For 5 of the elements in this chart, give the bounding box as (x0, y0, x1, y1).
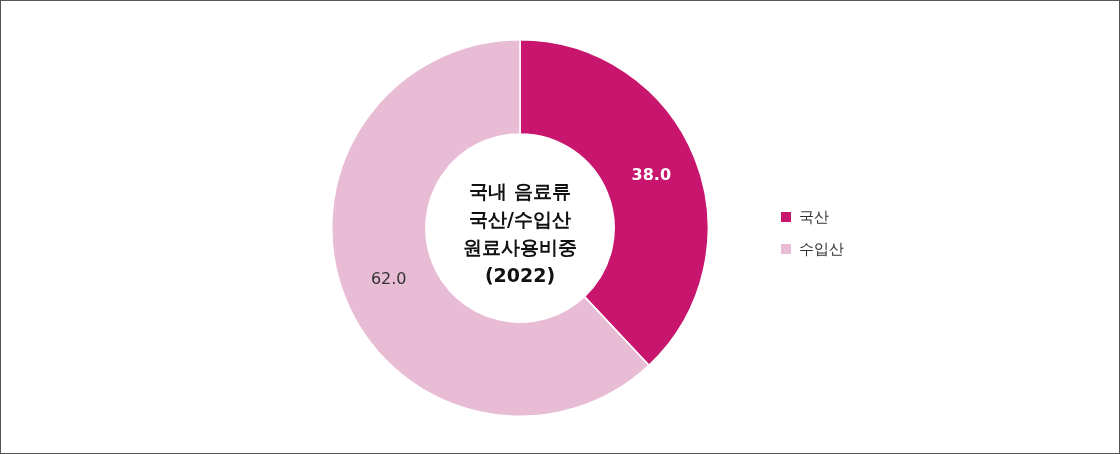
text: 국내 음료류 국산/수입산 원료사용비중 (2022) (462, 179, 578, 288)
legend-label: 국산 (799, 207, 829, 227)
legend-label: 수입산 (799, 239, 844, 259)
data-label: 62.0 (370, 269, 407, 289)
data-label: 38.0 (631, 165, 672, 185)
